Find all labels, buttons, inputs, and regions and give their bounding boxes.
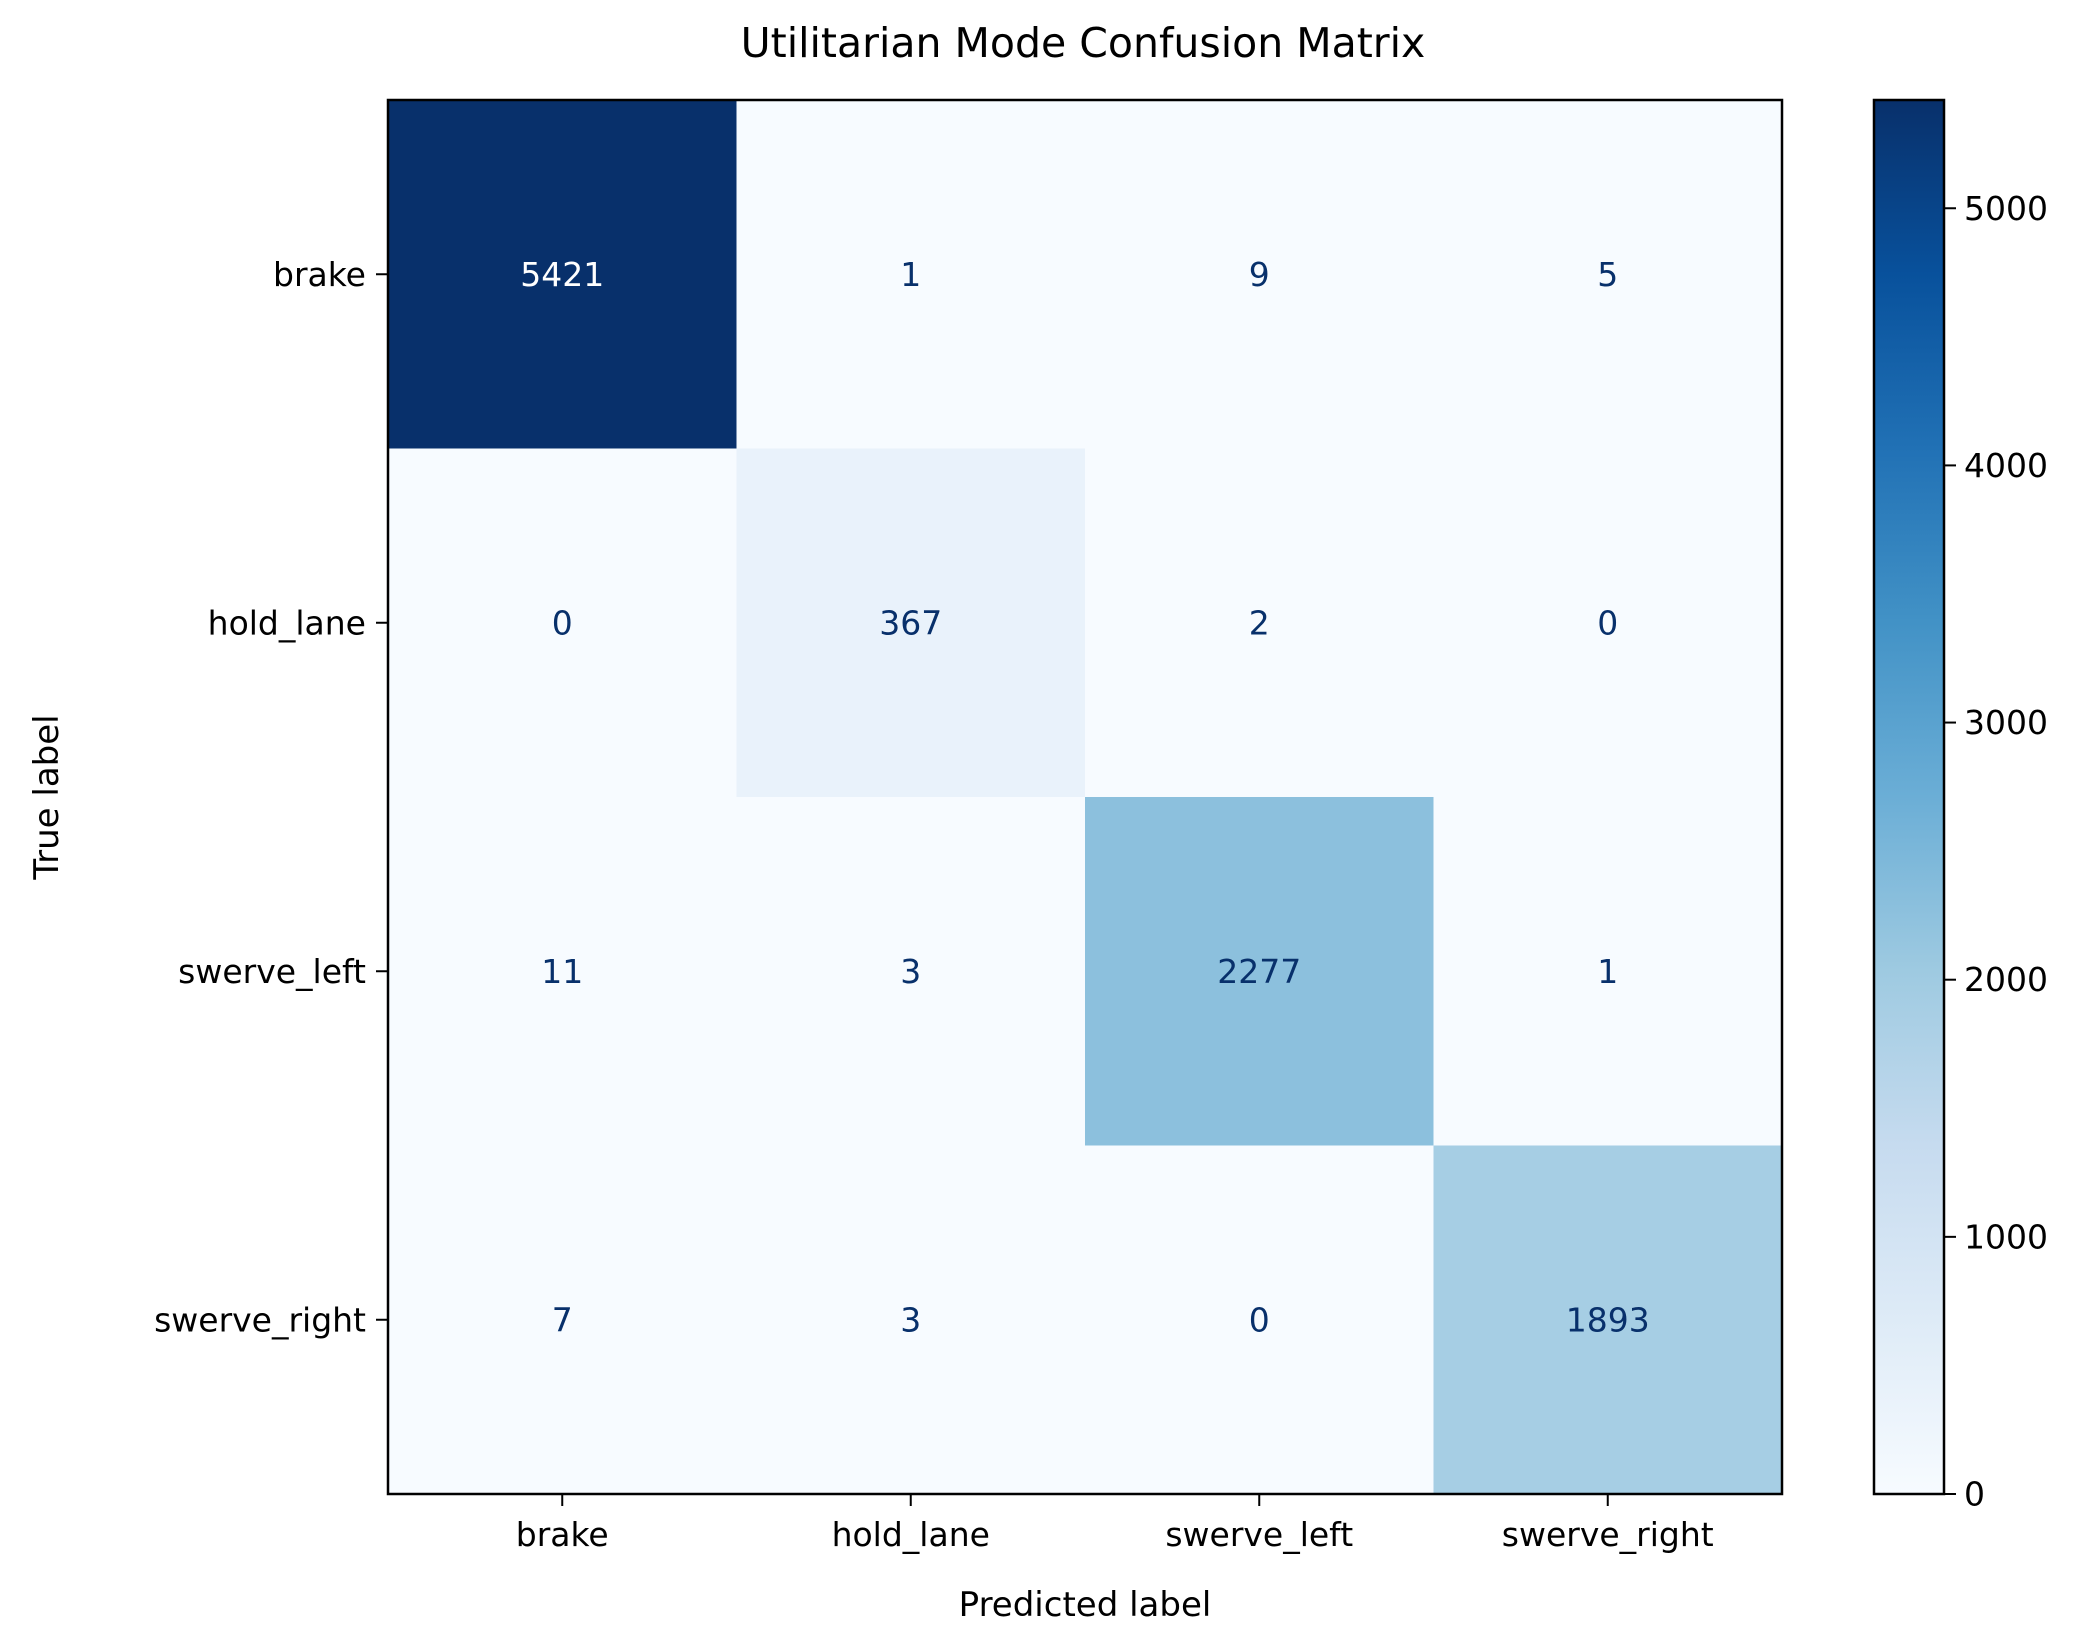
heatmap-cell-0-0: [388, 100, 737, 449]
cell-value-3-3: 1893: [1566, 1300, 1650, 1339]
y-tick-label-2: swerve_left: [178, 952, 366, 991]
x-tick-label-2: swerve_left: [1165, 1515, 1353, 1554]
y-tick-label-1: hold_lane: [208, 603, 366, 642]
cell-value-2-2: 2277: [1217, 952, 1301, 991]
heatmap-cell-1-0: [388, 448, 737, 798]
colorbar: [1872, 98, 1946, 1496]
y-tick-label-3: swerve_right: [154, 1300, 366, 1339]
cell-value-1-3: 0: [1597, 603, 1618, 642]
cell-value-0-3: 5: [1597, 255, 1618, 294]
heatmap-cell-1-3: [1433, 448, 1783, 798]
cell-value-3-2: 0: [1249, 1300, 1270, 1339]
heatmap-cell-1-2: [1085, 448, 1434, 798]
cell-value-1-0: 0: [552, 603, 573, 642]
x-tick-label-1: hold_lane: [832, 1515, 990, 1554]
chart-title: Utilitarian Mode Confusion Matrix: [741, 19, 1426, 67]
y-axis-label: True label: [27, 714, 67, 880]
colorbar-tick-label-0: 0: [1964, 1475, 1985, 1514]
heatmap-cell-2-3: [1433, 797, 1783, 1146]
cell-value-2-1: 3: [900, 952, 921, 991]
heatmap-cell-2-0: [388, 797, 737, 1146]
plot-frame: [386, 98, 1784, 1496]
colorbar-tick-label-3: 3000: [1964, 703, 2048, 742]
heatmap-cell-0-2: [1085, 100, 1434, 449]
cell-value-2-3: 1: [1597, 952, 1618, 991]
heatmap-cells: [388, 100, 1783, 1495]
cell-value-1-1: 367: [879, 603, 942, 642]
x-axis-label: Predicted label: [959, 1585, 1212, 1625]
colorbar-tick-label-2: 2000: [1964, 960, 2048, 999]
heatmap-cell-3-1: [736, 1145, 1086, 1495]
colorbar-tick-label-4: 4000: [1964, 446, 2048, 485]
x-tick-label-0: brake: [516, 1515, 609, 1554]
y-axis: brake hold_lane swerve_left swerve_right: [154, 255, 388, 1339]
heatmap-cell-labels: 5421 1 9 5 0 367 2 0 11 3 2277 1 7 3 0 1893: [520, 255, 1649, 1340]
cell-value-3-1: 3: [900, 1300, 921, 1339]
y-tick-label-0: brake: [273, 255, 366, 294]
x-tick-label-3: swerve_right: [1502, 1515, 1714, 1554]
heatmap-cell-3-3: [1433, 1145, 1783, 1495]
x-axis: brake hold_lane swerve_left swerve_right: [516, 1494, 1714, 1554]
cell-value-0-1: 1: [900, 255, 921, 294]
colorbar-tick-label-1: 1000: [1964, 1217, 2048, 1256]
colorbar-axis: 0 1000 2000 3000 4000 5000: [1944, 189, 2048, 1514]
cell-value-1-2: 2: [1249, 603, 1270, 642]
heatmap-cell-0-1: [736, 100, 1086, 449]
heatmap-cell-3-0: [388, 1145, 737, 1495]
cell-value-0-2: 9: [1249, 255, 1270, 294]
heatmap-cell-0-3: [1433, 100, 1783, 449]
heatmap-cell-2-1: [736, 797, 1086, 1146]
heatmap-cell-3-2: [1085, 1145, 1434, 1495]
cell-value-0-0: 5421: [520, 255, 604, 294]
cell-value-3-0: 7: [552, 1300, 573, 1339]
heatmap-cell-1-1: [736, 448, 1086, 798]
heatmap-cell-2-2: [1085, 797, 1434, 1146]
cell-value-2-0: 11: [541, 952, 583, 991]
colorbar-tick-label-5: 5000: [1964, 189, 2048, 228]
